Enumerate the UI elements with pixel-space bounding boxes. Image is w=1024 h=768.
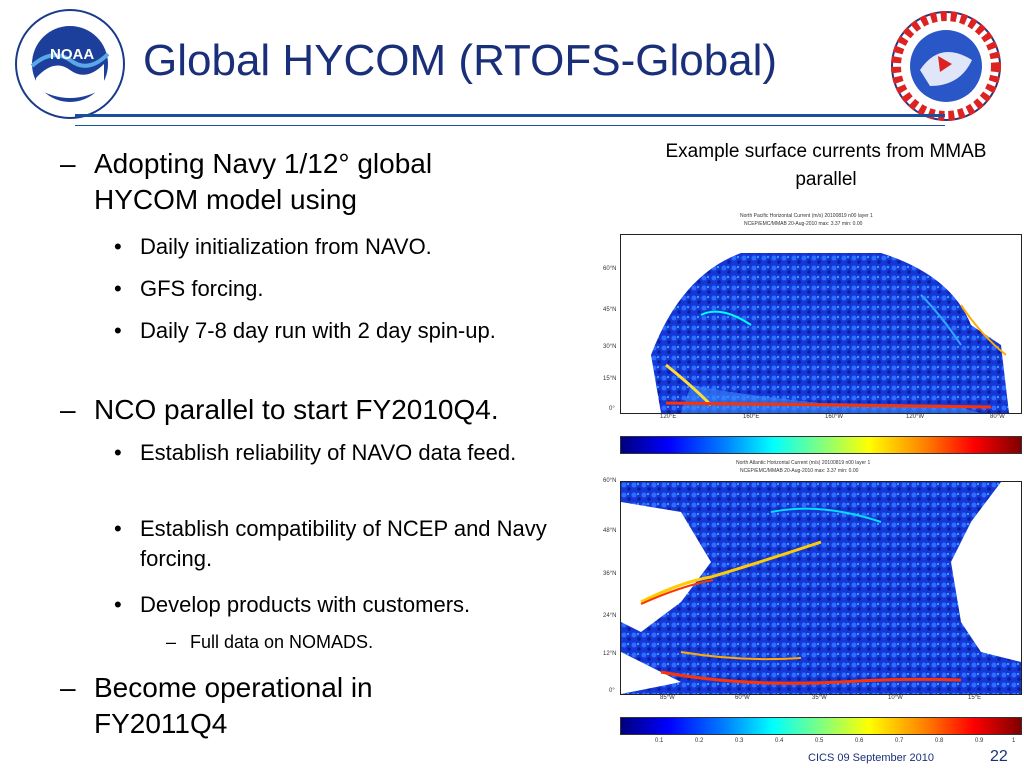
nws-seal-icon xyxy=(891,11,1001,121)
atlantic-current-map xyxy=(620,481,1022,695)
lat-label: 48°N xyxy=(603,528,617,534)
colorbar-tick: 0.8 xyxy=(935,738,944,744)
bullet-item: Develop products with customers. xyxy=(140,592,471,617)
colorbar-tick: 0.1 xyxy=(655,738,664,744)
lon-label: 85°W xyxy=(660,695,675,701)
bullet-marker: – xyxy=(60,394,76,425)
bullet-marker: • xyxy=(114,318,122,343)
lat-label: 60°N xyxy=(603,266,617,272)
bullet-marker: • xyxy=(114,234,122,259)
bullet-item: Establish compatibility of NCEP and Navy… xyxy=(140,516,547,571)
bullet-marker: • xyxy=(114,516,122,541)
pacific-colorbar xyxy=(620,436,1022,454)
atlantic-map-header: North Atlantic Horizontal Current (m/s) … xyxy=(736,460,871,466)
bullet-marker: – xyxy=(166,632,177,652)
lon-label: 120°W xyxy=(906,414,925,420)
atlantic-colorbar xyxy=(620,717,1022,735)
lon-label: 120°E xyxy=(660,414,677,420)
noaa-seal-icon xyxy=(15,9,125,119)
colorbar-tick: 0.7 xyxy=(895,738,904,744)
lat-label: 0° xyxy=(609,406,615,412)
colorbar-tick: 0.2 xyxy=(695,738,704,744)
lat-label: 30°N xyxy=(603,344,617,350)
pacific-map-subheader: NCEP/EMC/MMAB 20-Aug-2010 max: 3.37 min:… xyxy=(744,221,863,227)
lon-label: 80°W xyxy=(990,414,1005,420)
lat-label: 24°N xyxy=(603,613,617,619)
atlantic-map-image xyxy=(621,482,1021,694)
lat-label: 36°N xyxy=(603,571,617,577)
bullet-marker: • xyxy=(114,440,122,465)
slide-title: Global HYCOM (RTOFS-Global) xyxy=(143,36,778,85)
colorbar-tick: 0.6 xyxy=(855,738,864,744)
lat-label: 45°N xyxy=(603,307,617,313)
colorbar-tick: 0.5 xyxy=(815,738,824,744)
bullet-item: Establish reliability of NAVO data feed. xyxy=(140,440,517,465)
lat-label: 0° xyxy=(609,688,615,694)
pacific-current-map xyxy=(620,234,1022,414)
noaa-logo-text: NOAA xyxy=(50,46,95,63)
lon-label: 15°E xyxy=(968,695,982,701)
bullet-item: Daily initialization from NAVO. xyxy=(140,234,432,259)
title-underline-thin xyxy=(75,125,945,126)
bullet-item: Adopting Navy 1/12° global HYCOM model u… xyxy=(94,148,433,215)
lon-label: 160°E xyxy=(743,414,760,420)
colorbar-tick: 0.4 xyxy=(775,738,784,744)
bullet-item: GFS forcing. xyxy=(140,276,264,301)
lon-label: 10°W xyxy=(888,695,903,701)
slide-footer: CICS 09 September 2010 xyxy=(808,752,934,764)
bullet-marker: – xyxy=(60,672,76,703)
lat-label: 60°N xyxy=(603,478,617,484)
lat-label: 12°N xyxy=(603,651,617,657)
bullet-marker: – xyxy=(60,148,76,179)
bullet-item: Daily 7-8 day run with 2 day spin-up. xyxy=(140,318,496,343)
lat-label: 15°N xyxy=(603,376,617,382)
lon-label: 60°W xyxy=(735,695,750,701)
colorbar-tick: 1 xyxy=(1012,738,1016,744)
colorbar-tick: 0.9 xyxy=(975,738,984,744)
noaa-logo: NOAA xyxy=(14,8,126,120)
figure-caption: Example surface currents from MMAB paral… xyxy=(665,141,987,190)
bullet-item: NCO parallel to start FY2010Q4. xyxy=(94,394,499,425)
lon-label: 35°W xyxy=(812,695,827,701)
bullet-marker: • xyxy=(114,592,122,617)
pacific-map-header: North Pacific Horizontal Current (m/s) 2… xyxy=(740,213,873,219)
title-underline xyxy=(75,114,945,117)
bullet-item: Full data on NOMADS. xyxy=(190,632,374,652)
colorbar-tick: 0.3 xyxy=(735,738,744,744)
bullet-marker: • xyxy=(114,276,122,301)
atlantic-map-subheader: NCEP/EMC/MMAB 20-Aug-2010 max: 3.37 min:… xyxy=(740,468,859,474)
pacific-map-image xyxy=(621,235,1021,413)
page-number: 22 xyxy=(990,748,1008,765)
bullet-item: Become operational in FY2011Q4 xyxy=(94,672,373,739)
nws-logo xyxy=(890,10,1002,122)
lon-label: 160°W xyxy=(825,414,844,420)
